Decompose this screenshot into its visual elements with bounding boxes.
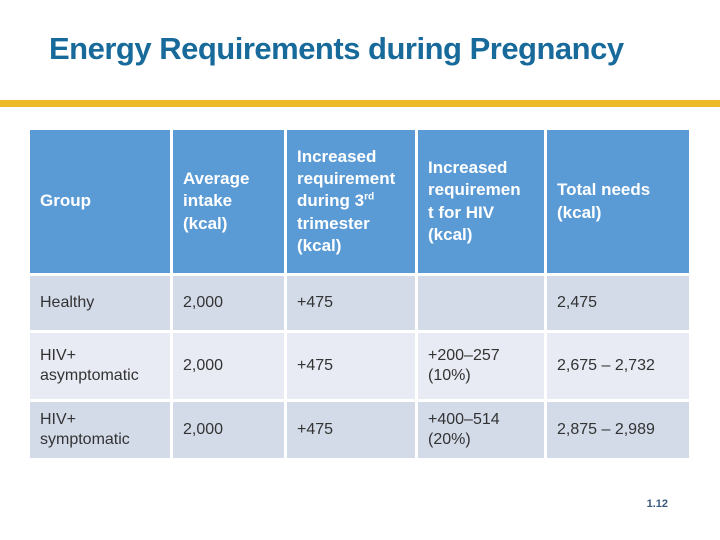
cell-text: 2,475	[557, 294, 598, 311]
cell-text: HIV+ asymptomatic	[40, 347, 139, 384]
trimester-label-superscript: rd	[364, 191, 375, 203]
header-label-trimester-requirement: Increased requirement during 3rd trimest…	[297, 146, 395, 256]
cell-row2-hiv-increase: +200–257 (10%)	[418, 333, 544, 399]
cell-row3-trimester-increase: +475	[287, 402, 415, 458]
header-cell-trimester-requirement: Increased requirement during 3rd trimest…	[287, 130, 415, 273]
cell-text: 2,000	[183, 357, 224, 374]
header-cell-average-intake: Average intake (kcal)	[173, 130, 284, 273]
slide-title: Energy Requirements during Pregnancy	[49, 31, 624, 66]
header-cell-hiv-requirement: Increased requiremen t for HIV (kcal)	[418, 130, 544, 273]
cell-row1-total-needs: 2,475	[547, 276, 689, 330]
header-label-hiv-requirement: Increased requiremen t for HIV (kcal)	[428, 158, 521, 244]
cell-text: +475	[297, 357, 334, 374]
header-label-average-intake: Average intake (kcal)	[183, 169, 250, 233]
cell-row3-average-intake: 2,000	[173, 402, 284, 458]
cell-row2-total-needs: 2,675 – 2,732	[547, 333, 689, 399]
cell-row2-average-intake: 2,000	[173, 333, 284, 399]
cell-text: 2,875 – 2,989	[557, 421, 655, 438]
cell-text: HIV+ symptomatic	[40, 411, 130, 448]
cell-text: +475	[297, 421, 334, 438]
cell-text: +400–514 (20%)	[428, 411, 500, 448]
cell-row1-average-intake: 2,000	[173, 276, 284, 330]
cell-row1-group: Healthy	[30, 276, 170, 330]
cell-text: Healthy	[40, 294, 95, 311]
accent-divider-bar	[0, 100, 720, 107]
header-label-group: Group	[40, 191, 91, 211]
cell-row1-hiv-increase	[418, 276, 544, 330]
page-number: 1.12	[646, 498, 668, 510]
trimester-label-pre: Increased requirement during 3	[297, 147, 396, 211]
cell-text: 2,675 – 2,732	[557, 357, 655, 374]
header-cell-group: Group	[30, 130, 170, 273]
cell-text: 2,000	[183, 294, 224, 311]
cell-row1-trimester-increase: +475	[287, 276, 415, 330]
cell-row3-group: HIV+ symptomatic	[30, 402, 170, 458]
cell-row2-trimester-increase: +475	[287, 333, 415, 399]
trimester-label-post: trimester (kcal)	[297, 213, 370, 255]
cell-text: +475	[297, 294, 334, 311]
cell-row3-total-needs: 2,875 – 2,989	[547, 402, 689, 458]
cell-row3-hiv-increase: +400–514 (20%)	[418, 402, 544, 458]
cell-row2-group: HIV+ asymptomatic	[30, 333, 170, 399]
cell-text: 2,000	[183, 421, 224, 438]
energy-requirements-table: Group Average intake (kcal) Increased re…	[30, 130, 689, 458]
header-cell-total-needs: Total needs (kcal)	[547, 130, 689, 273]
cell-text: +200–257 (10%)	[428, 347, 500, 384]
header-label-total-needs: Total needs (kcal)	[557, 180, 651, 222]
